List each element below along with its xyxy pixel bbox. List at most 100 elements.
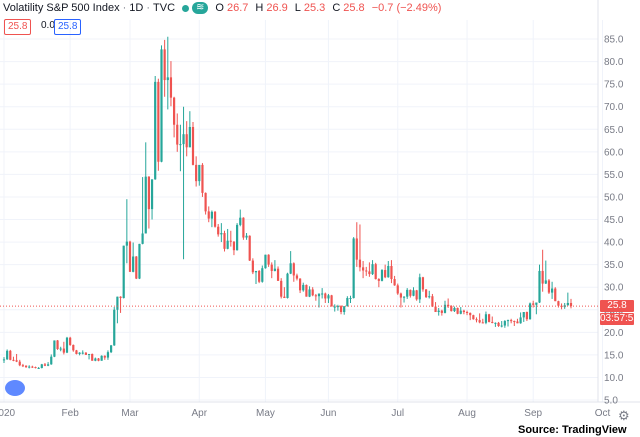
close-value: 25.8 bbox=[343, 2, 365, 14]
candle bbox=[292, 262, 295, 282]
candle-body bbox=[106, 352, 110, 358]
candle-body bbox=[525, 312, 529, 320]
candle bbox=[286, 272, 289, 299]
candle-body bbox=[37, 367, 40, 369]
candle bbox=[399, 292, 403, 308]
candle bbox=[550, 281, 554, 299]
gear-icon[interactable]: ⚙ bbox=[618, 408, 630, 423]
candle bbox=[377, 278, 380, 288]
candle bbox=[179, 124, 182, 172]
candle-body bbox=[65, 337, 69, 353]
candle-body bbox=[292, 263, 295, 276]
tradingview-logo-icon[interactable] bbox=[5, 380, 25, 396]
candle bbox=[500, 321, 503, 328]
candle-body bbox=[557, 301, 560, 306]
symbol-title[interactable]: Volatility S&P 500 Index bbox=[3, 2, 120, 14]
candle-body bbox=[399, 293, 403, 298]
candle bbox=[339, 305, 343, 315]
candle bbox=[450, 305, 453, 312]
candle bbox=[125, 199, 128, 264]
candle-body bbox=[43, 364, 47, 366]
grid-lines bbox=[0, 20, 603, 402]
candle-body bbox=[213, 211, 217, 227]
candle bbox=[50, 354, 53, 365]
price-tick-label: 75.0 bbox=[604, 80, 624, 91]
price-tick-label: 30.0 bbox=[604, 283, 624, 294]
candle bbox=[135, 256, 138, 280]
candle-body bbox=[204, 192, 207, 212]
buy-price-box[interactable]: 25.8 bbox=[54, 19, 82, 35]
candle bbox=[368, 262, 371, 277]
candle-body bbox=[122, 245, 125, 299]
candle bbox=[232, 241, 236, 256]
candle bbox=[434, 302, 437, 313]
candle bbox=[396, 283, 399, 295]
candle bbox=[393, 275, 396, 286]
candle-body bbox=[443, 304, 447, 313]
candle bbox=[311, 287, 314, 297]
waves-icon[interactable]: ≋ bbox=[192, 2, 209, 14]
candle-body bbox=[516, 321, 519, 324]
candle bbox=[245, 233, 248, 240]
candle bbox=[484, 311, 488, 325]
candle bbox=[65, 336, 69, 354]
candle-body bbox=[135, 256, 138, 279]
price-axis[interactable]: 85.0 80.0 75.0 70.0 65.0 60.0 55.0 50.0 45.0 40.0… bbox=[604, 35, 624, 407]
candle-body bbox=[415, 290, 418, 300]
sell-price-box[interactable]: 25.8 bbox=[4, 19, 32, 35]
candle-body bbox=[532, 303, 535, 305]
candle-body bbox=[242, 217, 245, 238]
time-tick-label: Jul bbox=[391, 408, 404, 419]
candle bbox=[453, 306, 456, 313]
candle-body bbox=[69, 337, 72, 345]
candle-body bbox=[336, 306, 340, 308]
candle bbox=[78, 352, 81, 356]
candle-body bbox=[412, 290, 415, 296]
candle bbox=[503, 320, 506, 328]
candle-body bbox=[314, 295, 317, 297]
time-axis[interactable]: 2020 Feb Mar Apr May Jun Jul Aug Sep Oct bbox=[0, 408, 610, 419]
candle bbox=[72, 344, 75, 352]
candle-body bbox=[371, 264, 374, 275]
candle bbox=[254, 270, 258, 285]
candle bbox=[210, 210, 214, 228]
candle-body bbox=[554, 288, 557, 302]
time-tick-label: May bbox=[256, 408, 275, 419]
candle-body bbox=[541, 270, 544, 284]
candle-body bbox=[132, 256, 135, 272]
candle-body bbox=[324, 293, 327, 299]
time-tick-label: Mar bbox=[121, 408, 139, 419]
candle bbox=[198, 164, 201, 186]
price-tick-label: 40.0 bbox=[604, 238, 624, 249]
candle bbox=[217, 224, 220, 237]
candle-body bbox=[544, 280, 547, 284]
candle bbox=[150, 179, 154, 220]
candle bbox=[516, 318, 519, 324]
candle-body bbox=[333, 306, 336, 308]
candle bbox=[154, 76, 157, 180]
candle bbox=[412, 287, 415, 297]
candle-body bbox=[374, 264, 377, 280]
candle-body bbox=[346, 298, 349, 307]
high-label: H bbox=[255, 2, 264, 14]
candle bbox=[75, 349, 78, 355]
candle-body bbox=[251, 260, 254, 273]
candle bbox=[421, 276, 425, 292]
time-tick-label: Aug bbox=[458, 408, 476, 419]
interval-label[interactable]: 1D bbox=[129, 2, 144, 14]
candle bbox=[487, 313, 491, 323]
candle bbox=[402, 296, 406, 303]
price-tick-label: 80.0 bbox=[604, 57, 624, 68]
open-value: 26.7 bbox=[226, 2, 249, 14]
separator: · bbox=[146, 2, 151, 14]
candle-body bbox=[163, 49, 166, 81]
price-tick-label: 45.0 bbox=[604, 215, 624, 226]
candle-body bbox=[453, 307, 456, 312]
candle bbox=[541, 249, 544, 292]
candle bbox=[195, 156, 198, 187]
price-tick-label: 85.0 bbox=[604, 35, 624, 46]
candle bbox=[343, 306, 346, 315]
candle-body bbox=[494, 322, 497, 324]
candle bbox=[532, 300, 535, 308]
